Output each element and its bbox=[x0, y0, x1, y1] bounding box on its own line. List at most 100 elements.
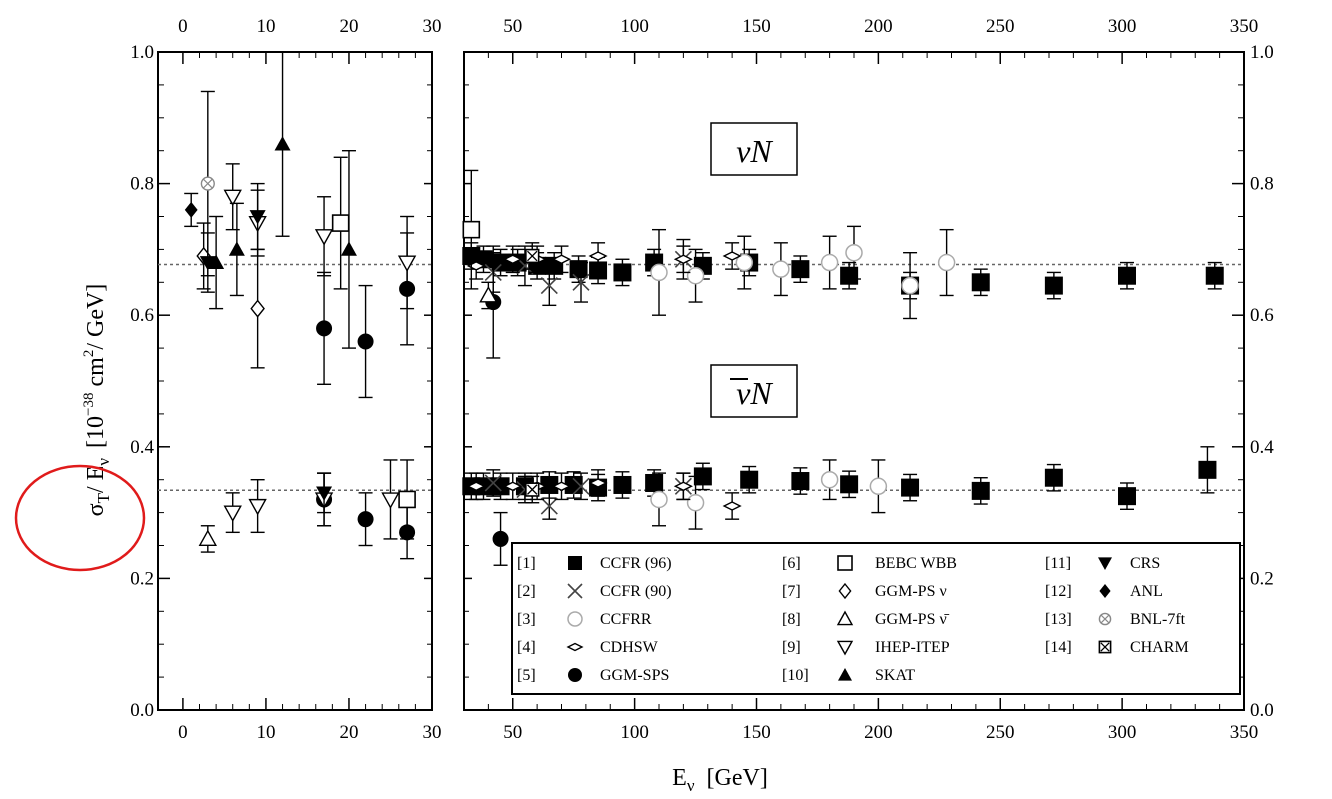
point-marker bbox=[208, 254, 225, 269]
data-point bbox=[1118, 261, 1136, 290]
point-marker bbox=[901, 478, 920, 497]
y-tick-label-left: 0.2 bbox=[130, 568, 154, 589]
marker-small-diamond bbox=[503, 481, 523, 492]
legend-entry: [6] BEBC WBB bbox=[782, 555, 957, 572]
data-point bbox=[650, 472, 668, 527]
point-marker bbox=[820, 253, 839, 272]
marker-filled-square bbox=[1044, 276, 1063, 295]
marker-x bbox=[202, 178, 213, 189]
legend-marker bbox=[1099, 584, 1111, 598]
data-point bbox=[540, 492, 558, 520]
x-tick-label-top: 300 bbox=[1108, 16, 1137, 37]
x-tick-label-top: 250 bbox=[986, 16, 1015, 37]
point-marker bbox=[650, 263, 668, 282]
y-tick-label-right: 0.2 bbox=[1250, 568, 1274, 589]
y-tick-label-left: 1.0 bbox=[130, 42, 154, 63]
point-marker bbox=[840, 266, 859, 285]
marker-open-triangle-down bbox=[223, 189, 242, 207]
point-marker bbox=[503, 481, 523, 492]
point-marker bbox=[613, 475, 632, 494]
marker-x bbox=[1100, 614, 1110, 624]
legend-entry: [11] CRS bbox=[1045, 555, 1160, 572]
legend-marker bbox=[1098, 612, 1112, 626]
legend-ref: [13] bbox=[1045, 611, 1072, 628]
point-marker bbox=[840, 475, 859, 494]
point-marker bbox=[314, 229, 334, 246]
legend-marker bbox=[837, 555, 853, 571]
legend-label: BEBC WBB bbox=[875, 555, 957, 572]
marker-filled-square bbox=[613, 475, 632, 494]
data-point bbox=[735, 235, 754, 290]
marker-open-square bbox=[331, 214, 350, 232]
marker-filled-triangle-down bbox=[1098, 557, 1112, 570]
marker-open-square bbox=[398, 490, 416, 509]
legend-entry: [3] CCFRR bbox=[517, 611, 652, 628]
marker-filled-square bbox=[491, 477, 510, 496]
marker-open-triangle-up bbox=[479, 286, 498, 303]
y-tick-label-left: 0.6 bbox=[130, 305, 154, 326]
data-point bbox=[840, 470, 859, 499]
legend-label: CCFR (96) bbox=[600, 555, 672, 572]
point-marker bbox=[484, 474, 502, 492]
data-point bbox=[722, 492, 742, 520]
legend-marker bbox=[1098, 557, 1112, 570]
legend-ref: [1] bbox=[517, 555, 536, 572]
legend-entry: [8] GGM-PS ν̄ bbox=[782, 610, 950, 628]
point-marker bbox=[971, 273, 990, 292]
data-point bbox=[588, 469, 608, 497]
legend-ref: [9] bbox=[782, 639, 801, 656]
legend-ref: [8] bbox=[782, 611, 801, 628]
x-tick-label-top: 20 bbox=[339, 16, 358, 37]
data-point bbox=[397, 215, 417, 310]
x-tick-label-bottom: 30 bbox=[423, 722, 442, 743]
legend-ref: [6] bbox=[782, 555, 801, 572]
x-tick-label-top: 100 bbox=[620, 16, 649, 37]
series-filled-square bbox=[462, 242, 1224, 511]
point-marker bbox=[1198, 460, 1217, 479]
point-marker bbox=[398, 490, 416, 509]
point-marker bbox=[1205, 266, 1224, 285]
series-square-x bbox=[525, 242, 540, 504]
data-point bbox=[971, 268, 990, 297]
x-tick-label-bottom: 0 bbox=[178, 722, 188, 743]
data-point bbox=[569, 255, 588, 283]
point-marker bbox=[572, 273, 590, 291]
marker-filled-diamond bbox=[1099, 584, 1111, 598]
legend-marker bbox=[838, 582, 852, 600]
legend-marker bbox=[568, 668, 582, 682]
legend-entry: [14] CHARM bbox=[1045, 639, 1189, 656]
data-point bbox=[484, 469, 502, 497]
legend-marker bbox=[836, 610, 854, 626]
point-marker bbox=[274, 136, 291, 151]
data-point bbox=[357, 284, 374, 399]
antinu-n-label: νN bbox=[736, 375, 773, 411]
data-point bbox=[503, 245, 523, 274]
point-marker bbox=[462, 220, 481, 239]
marker-filled-triangle-up bbox=[208, 254, 225, 269]
marker-small-diamond bbox=[551, 254, 572, 265]
point-marker bbox=[540, 277, 558, 295]
y-tick-label-right: 0.0 bbox=[1250, 700, 1274, 721]
marker-cross bbox=[567, 583, 583, 599]
nu-n-label: νN bbox=[736, 133, 773, 169]
marker-small-diamond bbox=[588, 478, 608, 488]
point-marker bbox=[845, 243, 863, 262]
legend-label: BNL-7ft bbox=[1130, 611, 1186, 628]
point-marker bbox=[381, 492, 400, 509]
marker-cross bbox=[540, 497, 558, 515]
marker-cross bbox=[572, 273, 590, 291]
x-tick-label-bottom: 10 bbox=[256, 722, 275, 743]
marker-open-circle bbox=[845, 243, 863, 262]
marker-small-diamond bbox=[673, 254, 693, 265]
marker-filled-triangle-up bbox=[228, 241, 245, 256]
data-point bbox=[572, 472, 590, 501]
marker-filled-triangle-up bbox=[274, 136, 291, 151]
legend-marker bbox=[1098, 640, 1112, 654]
marker-open-circle bbox=[772, 260, 790, 278]
data-point bbox=[722, 242, 742, 270]
data-point bbox=[791, 255, 810, 283]
data-point bbox=[740, 465, 759, 494]
marker-open-diamond bbox=[838, 582, 852, 600]
data-point bbox=[200, 90, 215, 277]
point-marker bbox=[820, 470, 839, 489]
